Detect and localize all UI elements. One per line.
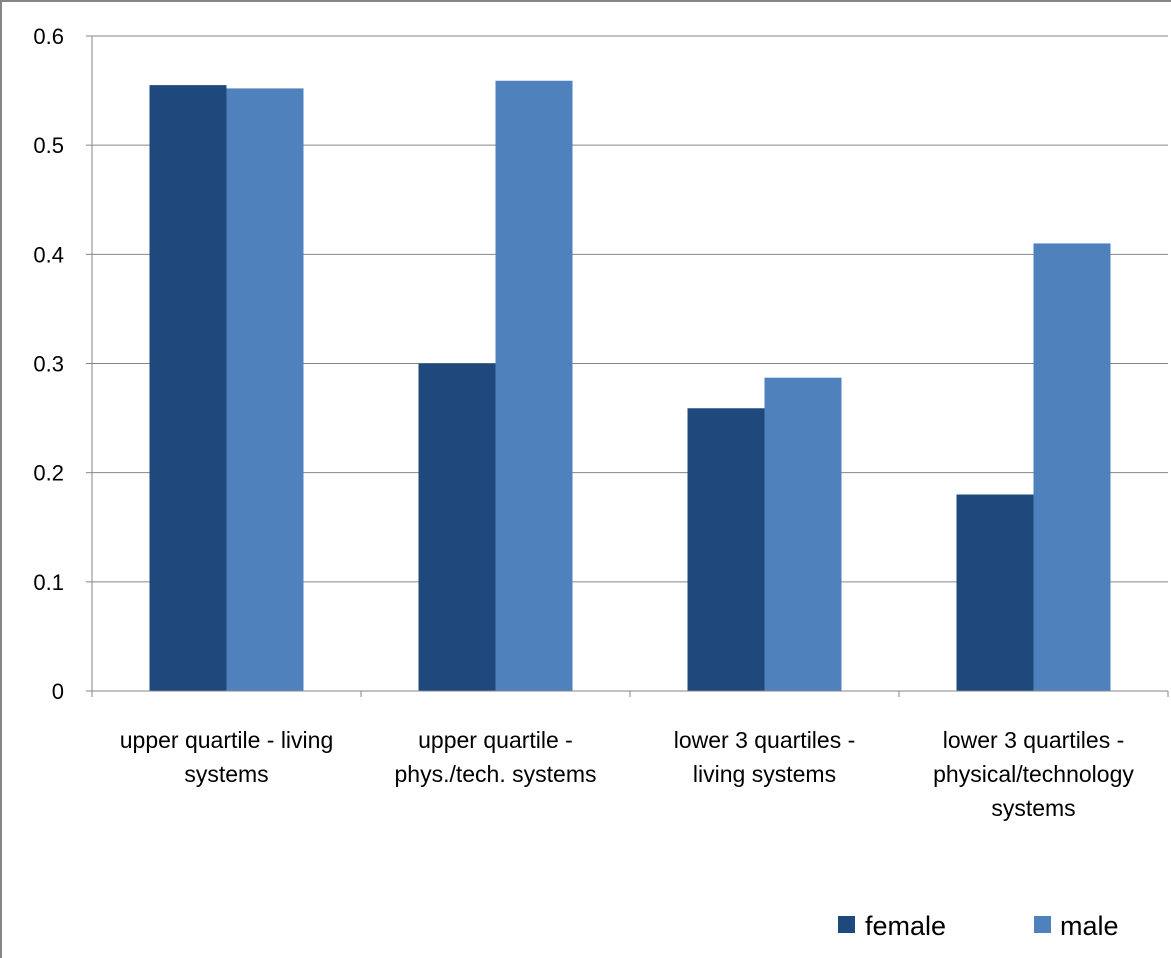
category-label: lower 3 quartiles - xyxy=(943,727,1125,753)
category-label: phys./tech. systems xyxy=(395,761,597,787)
y-tick-label: 0 xyxy=(52,679,64,704)
y-tick-labels: 0 0.1 0.2 0.3 0.4 0.5 0.6 xyxy=(33,24,64,704)
category-label: living systems xyxy=(693,761,836,787)
y-tick-label: 0.1 xyxy=(33,570,64,595)
category-label: lower 3 quartiles - xyxy=(674,727,856,753)
y-tick-label: 0.4 xyxy=(33,242,64,267)
axes-group xyxy=(86,35,1169,697)
bars-group xyxy=(149,80,1111,692)
category-label: systems xyxy=(991,795,1075,821)
bar-female xyxy=(956,494,1034,691)
legend-swatch-male xyxy=(1034,916,1051,933)
category-label: upper quartile - living xyxy=(120,727,334,753)
bar-female xyxy=(418,363,496,691)
y-tick-label: 0.2 xyxy=(33,461,64,486)
bar-male xyxy=(764,377,842,691)
y-tick-label: 0.6 xyxy=(33,24,64,49)
y-tick-label: 0.5 xyxy=(33,133,64,158)
bar-male xyxy=(1033,243,1111,691)
legend-label-male: male xyxy=(1060,911,1119,941)
y-tick-label: 0.3 xyxy=(33,352,64,377)
category-label: upper quartile - xyxy=(418,727,573,753)
legend: female male xyxy=(838,911,1119,941)
bar-female xyxy=(149,85,227,691)
category-label: physical/technology xyxy=(933,761,1134,787)
bar-female xyxy=(687,408,765,691)
bar-male xyxy=(495,80,573,692)
legend-label-female: female xyxy=(865,911,946,941)
category-label: systems xyxy=(184,761,268,787)
legend-swatch-female xyxy=(838,916,855,933)
category-labels: upper quartile - living systems upper quar… xyxy=(120,727,1135,821)
bar-male xyxy=(226,88,304,691)
